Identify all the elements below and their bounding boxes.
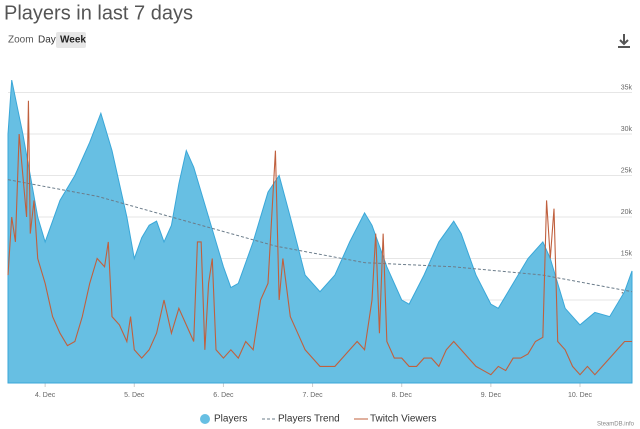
x-tick-label: 6. Dec [213,392,234,399]
zoom-day[interactable]: Day [38,35,56,46]
zoom-week-bg[interactable] [56,32,86,48]
chart-title: Players in last 7 days [4,2,193,24]
twitch-line [7,100,632,376]
legend-label: Players [214,414,247,425]
x-tick-label: 10. Dec [568,392,593,399]
y-tick-label: 25k [621,167,633,174]
players-area [7,79,633,384]
x-tick-label: 8. Dec [392,392,413,399]
x-tick-label: 9. Dec [481,392,502,399]
legend-label: Twitch Viewers [370,414,437,425]
x-tick-label: 5. Dec [124,392,145,399]
legend-symbol [200,414,210,424]
y-tick-label: 15k [621,250,633,257]
legend-label: Players Trend [278,414,340,425]
x-tick-label: 7. Dec [302,392,323,399]
x-tick-label: 4. Dec [35,392,56,399]
y-tick-label: 30k [621,126,633,133]
download-icon[interactable] [618,34,630,48]
zoom-label: Zoom [8,35,34,46]
zoom-week[interactable]: Week [60,35,86,46]
trend-line [7,179,633,293]
y-tick-label: 35k [621,84,633,91]
y-tick-label: 20k [621,209,633,216]
credit: SteamDB.info [597,422,635,428]
